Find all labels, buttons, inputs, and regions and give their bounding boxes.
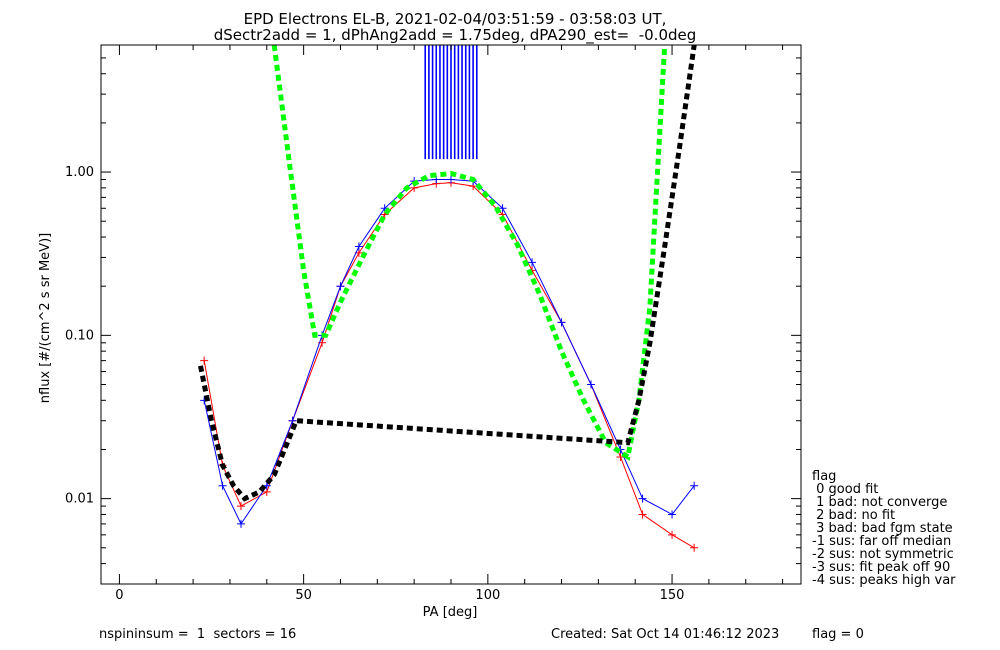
series-line-red [203, 182, 695, 549]
x-tick-label: 150 [660, 588, 685, 603]
data-point [447, 175, 455, 184]
plot-area [198, 45, 699, 552]
data-point [498, 204, 507, 213]
chart-title: EPD Electrons EL-B, 2021-02-04/03:51:59 … [243, 10, 667, 28]
footer-sectors: nspininsum = 1 sectors = 16 [99, 627, 297, 642]
data-point [218, 481, 227, 490]
data-point [557, 318, 566, 327]
data-point [587, 380, 595, 389]
data-point [690, 481, 699, 490]
y-tick-label: 0.01 [65, 492, 94, 507]
data-point [200, 356, 209, 365]
data-point [237, 502, 245, 511]
fit-curve-green [271, 45, 668, 461]
legend-item: 1 bad: not converge [812, 495, 948, 510]
data-point [354, 242, 363, 251]
x-tick-label: 50 [295, 588, 312, 603]
x-tick-label: 100 [475, 588, 500, 603]
legend-item: -2 sus: not symmetric [812, 547, 954, 562]
legend-item: 3 bad: bad fgm state [812, 521, 953, 536]
y-tick-label: 0.10 [65, 328, 94, 343]
y-axis-label: nflux [#/(cm^2 s sr MeV)] [38, 232, 53, 404]
data-point [668, 510, 677, 519]
legend-item: -1 sus: far off median [812, 534, 952, 549]
x-axis-label: PA [deg] [422, 605, 478, 620]
footer-flag: flag = 0 [812, 627, 864, 642]
data-point [638, 494, 647, 503]
data-point [528, 258, 537, 267]
fit-curve-black [198, 45, 697, 502]
legend-item: 0 good fit [812, 482, 879, 497]
data-point [668, 530, 677, 539]
data-point [638, 510, 647, 519]
data-point [237, 519, 245, 528]
footer-created: Created: Sat Oct 14 01:46:12 2023 [551, 627, 780, 642]
legend-item: 2 bad: no fit [812, 508, 896, 523]
legend-item: -3 sus: fit peak off 90 [812, 560, 951, 575]
legend-item: -4 sus: peaks high var [812, 573, 956, 588]
x-tick-label: 0 [115, 588, 123, 603]
legend-title: flag [812, 469, 837, 484]
data-point [616, 452, 625, 461]
data-point [336, 282, 345, 291]
chart-subtitle: dSectr2add = 1, dPhAng2add = 1.75deg, dP… [213, 26, 697, 44]
y-tick-label: 1.00 [65, 165, 94, 180]
data-point [690, 543, 699, 552]
